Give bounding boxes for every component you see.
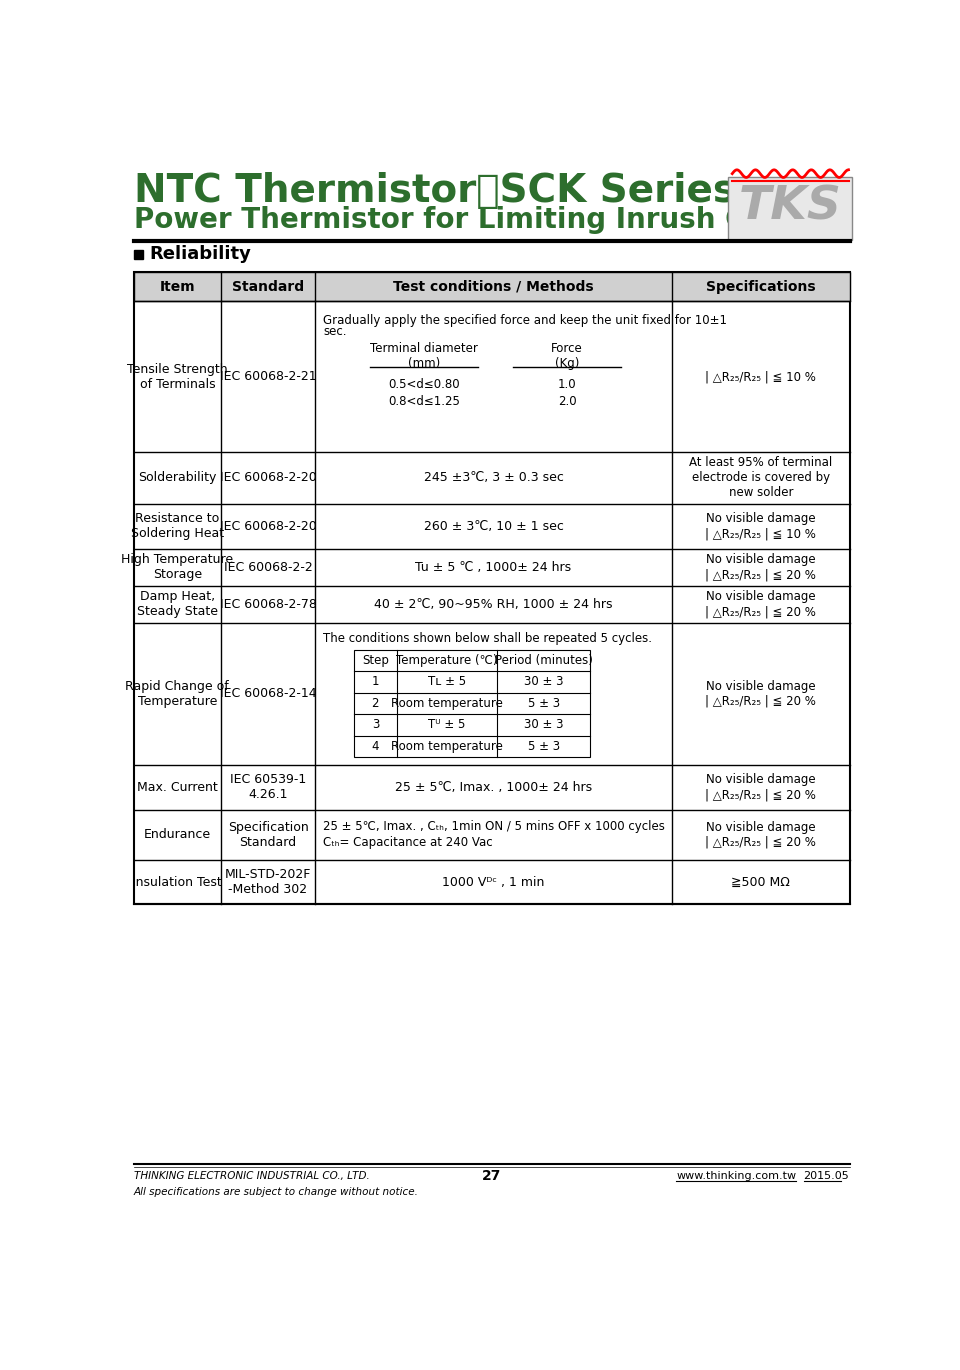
Text: www.thinking.com.tw: www.thinking.com.tw	[677, 1171, 797, 1181]
Text: | △R₂₅/R₂₅ | ≦ 10 %: | △R₂₅/R₂₅ | ≦ 10 %	[706, 370, 816, 384]
Text: MIL-STD-202F
-Method 302: MIL-STD-202F -Method 302	[225, 869, 311, 896]
Text: Specification
Standard: Specification Standard	[228, 821, 308, 848]
Text: 2015.05: 2015.05	[804, 1171, 850, 1181]
Text: At least 95% of terminal
electrode is covered by
new solder: At least 95% of terminal electrode is co…	[689, 456, 832, 499]
Text: Power Thermistor for Limiting Inrush Current: Power Thermistor for Limiting Inrush Cur…	[134, 206, 845, 234]
Bar	[134, 273, 850, 904]
Text: The conditions shown below shall be repeated 5 cycles.: The conditions shown below shall be repe…	[324, 632, 652, 645]
Bar	[134, 249, 143, 259]
Text: 25 ± 5℃, Imax. , Cₜₕ, 1min ON / 5 mins OFF x 1000 cycles: 25 ± 5℃, Imax. , Cₜₕ, 1min ON / 5 mins O…	[324, 821, 665, 833]
Text: All specifications are subject to change without notice.: All specifications are subject to change…	[134, 1186, 419, 1196]
Text: 25 ± 5℃, Imax. , 1000± 24 hrs: 25 ± 5℃, Imax. , 1000± 24 hrs	[395, 781, 592, 793]
Text: 3: 3	[372, 718, 379, 732]
Text: 30 ± 3: 30 ± 3	[524, 675, 564, 688]
Text: IEC 60068-2-14: IEC 60068-2-14	[220, 688, 317, 700]
Text: 4: 4	[372, 740, 379, 754]
Text: 245 ±3℃, 3 ± 0.3 sec: 245 ±3℃, 3 ± 0.3 sec	[423, 471, 564, 484]
Text: NTC Thermistor：SCK Series: NTC Thermistor：SCK Series	[134, 173, 736, 211]
Text: Tu ± 5 ℃ , 1000± 24 hrs: Tu ± 5 ℃ , 1000± 24 hrs	[416, 560, 571, 574]
Text: IEC 60068-2-20: IEC 60068-2-20	[220, 471, 317, 484]
Text: Endurance: Endurance	[144, 829, 211, 841]
Text: Tʟ ± 5: Tʟ ± 5	[428, 675, 467, 688]
Bar	[729, 177, 852, 240]
Text: Specifications: Specifications	[707, 279, 816, 293]
Bar	[354, 649, 590, 758]
Text: 2.0: 2.0	[558, 396, 577, 408]
Text: Room temperature: Room temperature	[391, 697, 503, 710]
Text: No visible damage
| △R₂₅/R₂₅ | ≦ 20 %: No visible damage | △R₂₅/R₂₅ | ≦ 20 %	[706, 773, 816, 801]
Text: High Temperature
Storage: High Temperature Storage	[121, 553, 233, 581]
Text: 1000 Vᴰᶜ , 1 min: 1000 Vᴰᶜ , 1 min	[443, 875, 544, 889]
Text: No visible damage
| △R₂₅/R₂₅ | ≦ 20 %: No visible damage | △R₂₅/R₂₅ | ≦ 20 %	[706, 680, 816, 708]
Text: Reliability: Reliability	[150, 245, 252, 263]
Text: Force: Force	[551, 341, 583, 355]
Text: Max. Current: Max. Current	[137, 781, 218, 793]
Text: Period (minutes): Period (minutes)	[495, 653, 593, 667]
Text: 0.8<d≤1.25: 0.8<d≤1.25	[388, 396, 460, 408]
Text: Item: Item	[159, 279, 195, 293]
Text: IEC 60068-2-2: IEC 60068-2-2	[224, 560, 312, 574]
Text: 1.0: 1.0	[558, 378, 577, 392]
Text: 30 ± 3: 30 ± 3	[524, 718, 564, 732]
Text: IEC 60068-2-20: IEC 60068-2-20	[220, 519, 317, 533]
Bar	[134, 273, 850, 301]
Text: Temperature (℃): Temperature (℃)	[396, 653, 498, 667]
Text: Room temperature: Room temperature	[391, 740, 503, 754]
Text: TKS: TKS	[739, 184, 842, 229]
Text: IEC 60068-2-78: IEC 60068-2-78	[220, 597, 317, 611]
Text: No visible damage
| △R₂₅/R₂₅ | ≦ 20 %: No visible damage | △R₂₅/R₂₅ | ≦ 20 %	[706, 590, 816, 618]
Text: Damp Heat,
Steady State: Damp Heat, Steady State	[137, 590, 218, 618]
Text: Step: Step	[362, 653, 389, 667]
Text: No visible damage
| △R₂₅/R₂₅ | ≦ 20 %: No visible damage | △R₂₅/R₂₅ | ≦ 20 %	[706, 821, 816, 848]
Text: 2: 2	[372, 697, 379, 710]
Text: Tᵁ ± 5: Tᵁ ± 5	[428, 718, 466, 732]
Text: Terminal diameter: Terminal diameter	[370, 341, 478, 355]
Text: Solderability: Solderability	[138, 471, 217, 484]
Text: sec.: sec.	[324, 325, 347, 337]
Text: THINKING ELECTRONIC INDUSTRIAL CO., LTD.: THINKING ELECTRONIC INDUSTRIAL CO., LTD.	[134, 1171, 370, 1181]
Text: 5 ± 3: 5 ± 3	[528, 740, 560, 754]
Text: ≧500 MΩ: ≧500 MΩ	[732, 875, 790, 889]
Text: (Kg): (Kg)	[555, 358, 580, 370]
Text: 0.5<d≤0.80: 0.5<d≤0.80	[388, 378, 460, 392]
Text: No visible damage
| △R₂₅/R₂₅ | ≦ 10 %: No visible damage | △R₂₅/R₂₅ | ≦ 10 %	[706, 512, 816, 540]
Text: IEC 60539-1
4.26.1: IEC 60539-1 4.26.1	[229, 773, 306, 801]
Text: 27: 27	[482, 1169, 502, 1184]
Text: 260 ± 3℃, 10 ± 1 sec: 260 ± 3℃, 10 ± 1 sec	[423, 519, 564, 533]
Text: 5 ± 3: 5 ± 3	[528, 697, 560, 710]
Text: Resistance to
Soldering Heat: Resistance to Soldering Heat	[131, 512, 224, 540]
Text: Cₜₕ= Capacitance at 240 Vac: Cₜₕ= Capacitance at 240 Vac	[324, 836, 492, 849]
Text: (mm): (mm)	[408, 358, 440, 370]
Text: 40 ± 2℃, 90~95% RH, 1000 ± 24 hrs: 40 ± 2℃, 90~95% RH, 1000 ± 24 hrs	[374, 597, 612, 611]
Text: Gradually apply the specified force and keep the unit fixed for 10±1: Gradually apply the specified force and …	[324, 314, 727, 327]
Text: Rapid Change of
Temperature: Rapid Change of Temperature	[126, 680, 229, 708]
Text: IEC 60068-2-21: IEC 60068-2-21	[220, 370, 317, 384]
Text: Insulation Test: Insulation Test	[132, 875, 222, 889]
Text: 1: 1	[372, 675, 379, 688]
Text: Test conditions / Methods: Test conditions / Methods	[394, 279, 594, 293]
Text: Standard: Standard	[232, 279, 304, 293]
Text: Tensile Strength
of Terminals: Tensile Strength of Terminals	[127, 363, 228, 390]
Text: No visible damage
| △R₂₅/R₂₅ | ≦ 20 %: No visible damage | △R₂₅/R₂₅ | ≦ 20 %	[706, 553, 816, 581]
